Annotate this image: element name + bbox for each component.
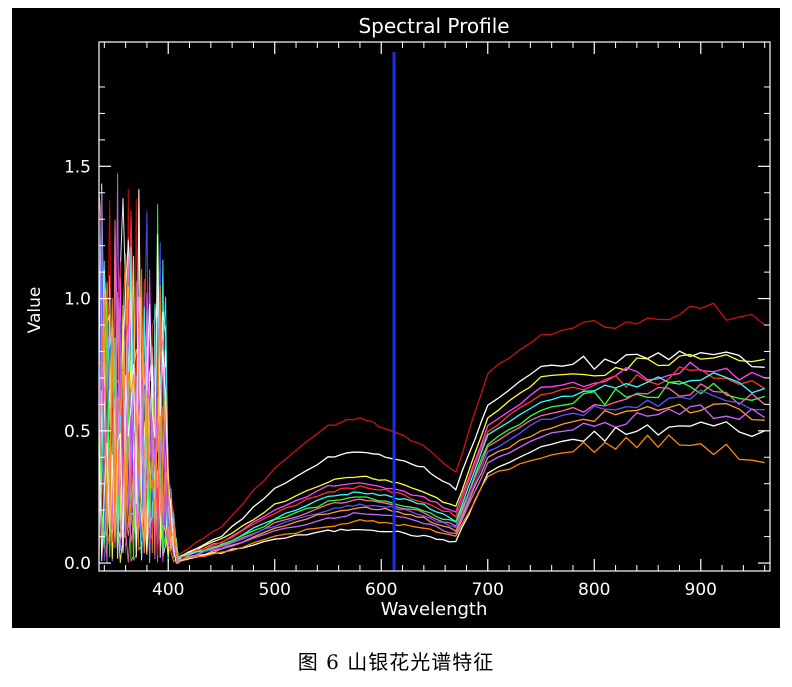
series-line xyxy=(178,389,765,561)
y-axis-label: Value xyxy=(25,287,45,334)
series-line xyxy=(178,353,765,558)
series-line xyxy=(178,361,765,558)
series-line xyxy=(178,372,765,558)
series-line xyxy=(178,302,766,555)
x-tick-label: 800 xyxy=(578,580,610,600)
noise-line xyxy=(98,189,179,564)
spectral-chart: 400 500 600 700 800 900 0.0 0.5 1.0 1.5 Spectral … xyxy=(12,8,780,628)
series-line xyxy=(178,350,765,560)
axes xyxy=(98,41,771,572)
noise-line xyxy=(98,190,180,564)
noise-line xyxy=(98,216,180,564)
noise-line xyxy=(98,188,180,564)
x-tick-label: 600 xyxy=(365,580,397,600)
plot-frame: 400 500 600 700 800 900 0.0 0.5 1.0 1.5 Spectral … xyxy=(12,8,780,628)
series-line xyxy=(178,366,766,558)
noise-line xyxy=(98,291,180,564)
noise-line xyxy=(98,285,180,564)
y-tick-label: 1.5 xyxy=(64,157,91,177)
series-line xyxy=(178,383,766,562)
series-group xyxy=(178,302,766,563)
x-tick-label: 400 xyxy=(152,580,184,600)
x-axis-label: Wavelength xyxy=(381,599,488,620)
noise-region xyxy=(98,173,180,564)
series-line xyxy=(178,434,765,561)
x-tick-label: 900 xyxy=(685,580,717,600)
series-line xyxy=(178,404,766,561)
axes-frame xyxy=(98,41,771,572)
series-line xyxy=(178,380,765,562)
series-line xyxy=(178,421,765,562)
x-tick-label: 500 xyxy=(259,580,291,600)
y-tick-label: 1.0 xyxy=(64,290,91,310)
ticks: 400 500 600 700 800 900 0.0 0.5 1.0 1.5 xyxy=(64,42,770,600)
y-tick-label: 0.5 xyxy=(64,422,91,442)
y-tick-label: 0.0 xyxy=(64,554,91,574)
series-line xyxy=(178,402,765,563)
x-tick-label: 700 xyxy=(472,580,504,600)
chart-title: Spectral Profile xyxy=(358,14,509,38)
figure-caption: 图 6 山银花光谱特征 xyxy=(297,650,495,674)
